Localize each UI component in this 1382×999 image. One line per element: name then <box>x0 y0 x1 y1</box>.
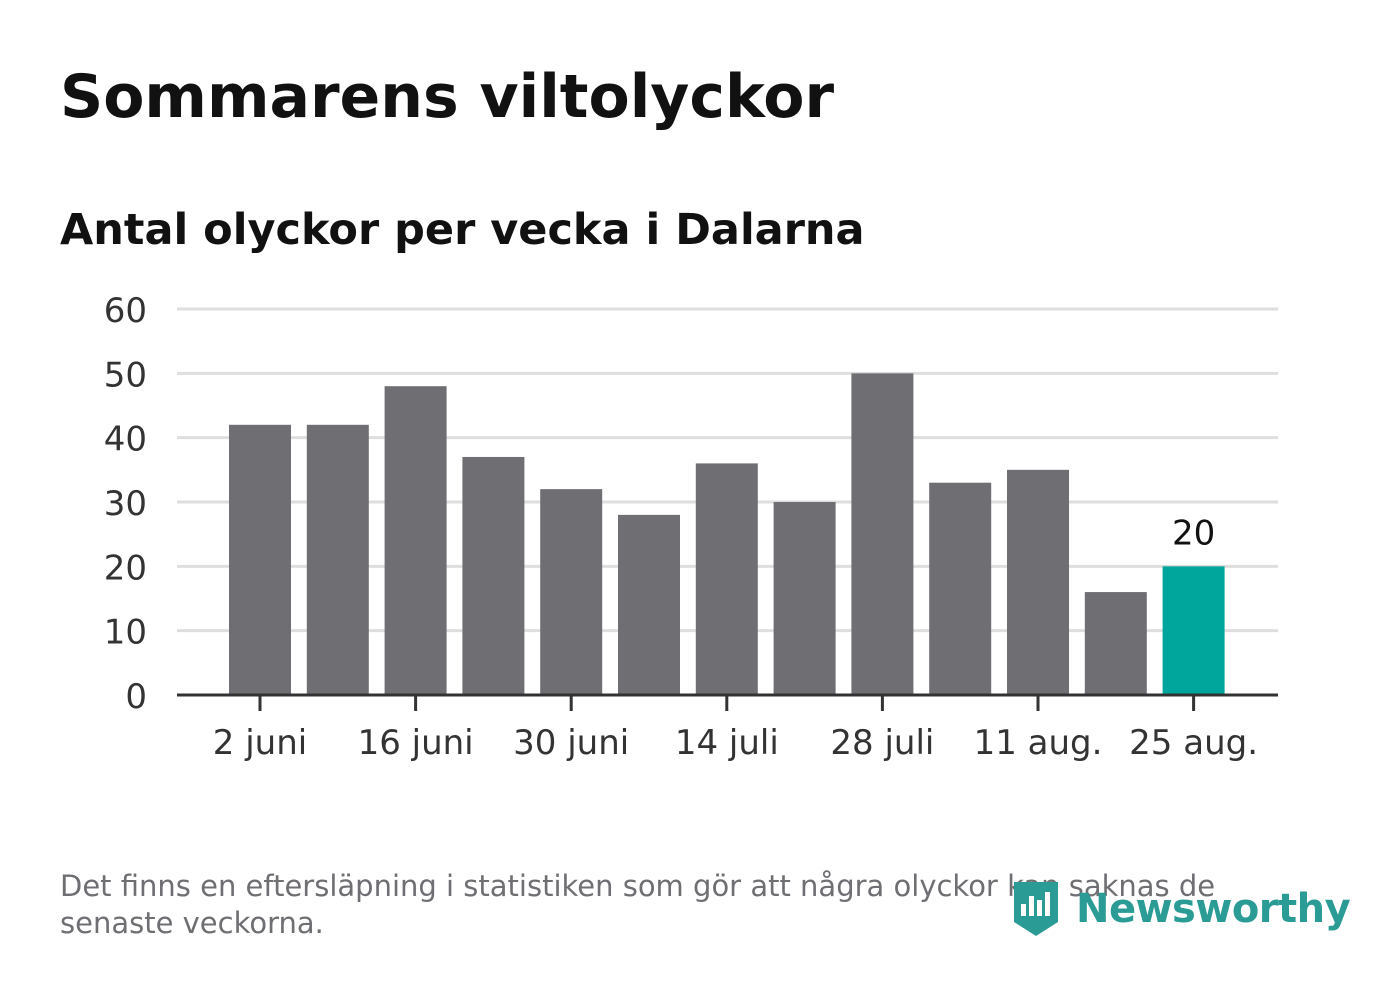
bar-value-label: 20 <box>1172 513 1215 553</box>
x-tick-label: 2 juni <box>213 723 307 763</box>
bar <box>773 502 836 695</box>
x-tick-label: 11 aug. <box>974 723 1103 763</box>
x-tick-label: 16 juni <box>358 723 474 763</box>
x-tick-label: 25 aug. <box>1129 723 1258 763</box>
bar <box>618 514 680 695</box>
logo-text: Newsworthy <box>1076 886 1351 932</box>
bars <box>229 373 1225 695</box>
chart-title: Sommarens viltolyckor <box>60 62 835 132</box>
y-tick-label: 10 <box>104 613 147 653</box>
y-tick-label: 30 <box>104 484 147 524</box>
bar <box>851 373 914 695</box>
x-axis-ticks: 2 juni 16 juni 30 juni 14 juli 28 juli 11 aug… <box>213 695 1258 763</box>
newsworthy-logo: Newsworthy <box>1010 878 1351 940</box>
bar <box>306 424 369 695</box>
y-tick-label: 0 <box>125 677 147 717</box>
y-tick-label: 20 <box>104 548 147 588</box>
bar-chart-badge-icon <box>1014 882 1058 936</box>
bar <box>929 482 992 695</box>
bar <box>229 424 291 695</box>
y-axis-ticks: 0 10 20 30 40 50 60 <box>104 291 147 717</box>
x-tick-label: 30 juni <box>513 723 629 763</box>
data-labels: 20 <box>1172 513 1215 553</box>
bar <box>1084 592 1147 695</box>
bar <box>1162 566 1225 695</box>
bar <box>695 463 758 695</box>
y-tick-label: 40 <box>104 420 147 460</box>
bar-chart: 0 10 20 30 40 50 60 2 juni 16 juni 30 juni 14 jul… <box>104 291 1278 763</box>
bar <box>1007 469 1069 695</box>
x-tick-label: 28 juli <box>830 723 934 763</box>
bar <box>384 386 447 695</box>
y-tick-label: 60 <box>104 291 147 331</box>
y-tick-label: 50 <box>104 355 147 395</box>
chart-subtitle: Antal olyckor per vecka i Dalarna <box>60 205 865 255</box>
bar <box>540 489 603 695</box>
x-tick-label: 14 juli <box>675 723 779 763</box>
bar <box>462 456 525 695</box>
